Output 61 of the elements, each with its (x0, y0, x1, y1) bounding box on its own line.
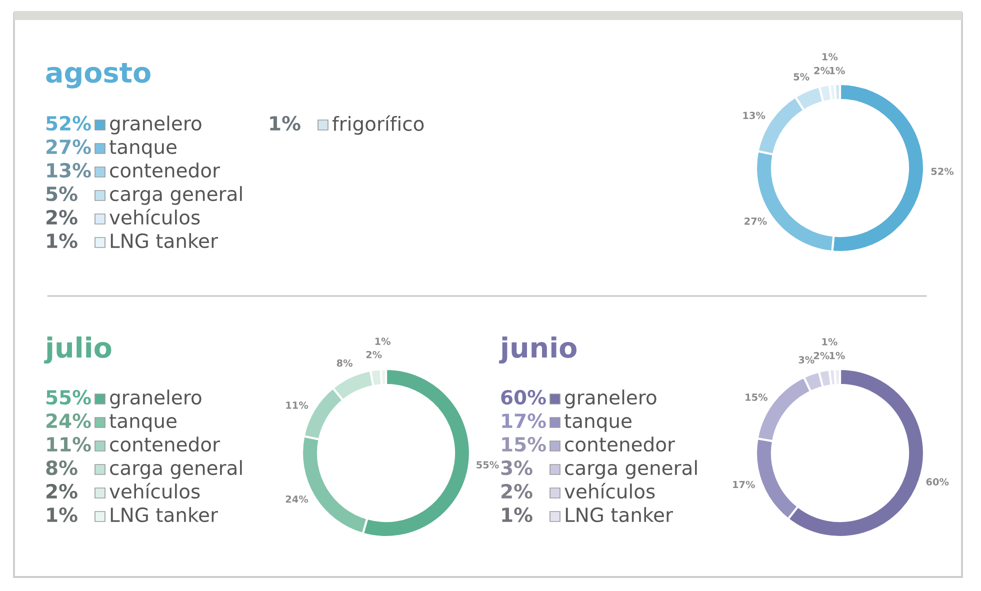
legend-label: contenedor (110, 162, 220, 178)
text: 13% (47, 162, 91, 178)
legend-label: vehículos (110, 208, 200, 225)
data-label: 5% (794, 73, 810, 80)
legend-label: vehículos (564, 482, 655, 499)
legend-label: granelero (565, 390, 656, 408)
data-label: 1% (830, 352, 845, 360)
chart-title: agosto (46, 62, 150, 88)
text: 8% (46, 460, 78, 476)
legend-label: granelero (110, 390, 202, 408)
text: 2% (46, 210, 78, 225)
chart-title: junio (499, 336, 576, 364)
data-label: 15% (746, 394, 768, 401)
data-label: 55% (476, 461, 499, 468)
data-label: 2% (814, 352, 830, 360)
data-label: 52% (931, 168, 954, 176)
text: 52% (46, 116, 91, 131)
legend-label: carga general (565, 460, 697, 479)
text: 5% (46, 186, 78, 202)
text: 2% (502, 484, 532, 499)
text: 1% (502, 507, 532, 522)
legend-label: contenedor (565, 436, 676, 452)
text: 1% (270, 116, 300, 131)
data-label: 1% (822, 53, 838, 60)
data-label: 60% (926, 478, 949, 486)
text: 55% (46, 390, 91, 405)
data-label: 1% (822, 338, 838, 346)
data-label: 27% (744, 217, 767, 225)
legend-label: LNG tanker (110, 507, 218, 522)
legend-label: tanque (110, 140, 176, 158)
data-label: 17% (733, 480, 755, 488)
data-label: 13% (743, 112, 766, 120)
legend-label: LNG tanker (566, 507, 673, 522)
text: 1% (47, 507, 78, 522)
text: 17% (502, 413, 546, 428)
data-label: 1% (375, 338, 390, 345)
legend-label: tanque (564, 414, 632, 432)
text: 1% (47, 233, 78, 248)
text: 11% (47, 436, 91, 452)
text: 60% (501, 390, 546, 405)
legend-label: frigorífico (332, 115, 424, 135)
text: 27% (46, 139, 91, 154)
legend-label: contenedor (110, 436, 220, 452)
data-label: 24% (286, 495, 308, 503)
text: 15% (502, 436, 546, 452)
legend-label: vehículos (110, 482, 200, 499)
data-label: 3% (798, 356, 814, 364)
chart-title: julio (44, 336, 112, 364)
legend-label: tanque (110, 414, 176, 432)
legend-label: carga general (110, 186, 242, 205)
legend-label: granelero (110, 116, 202, 134)
data-label: 8% (336, 359, 352, 367)
legend-label: carga general (110, 460, 242, 479)
text: 24% (46, 413, 91, 428)
text: 3% (501, 460, 532, 476)
data-label: 1% (830, 66, 845, 74)
text: 2% (46, 484, 78, 499)
data-label: 2% (366, 350, 382, 358)
data-label: 2% (814, 66, 830, 74)
legend-label: LNG tanker (110, 233, 218, 248)
data-label: 11% (286, 401, 308, 409)
